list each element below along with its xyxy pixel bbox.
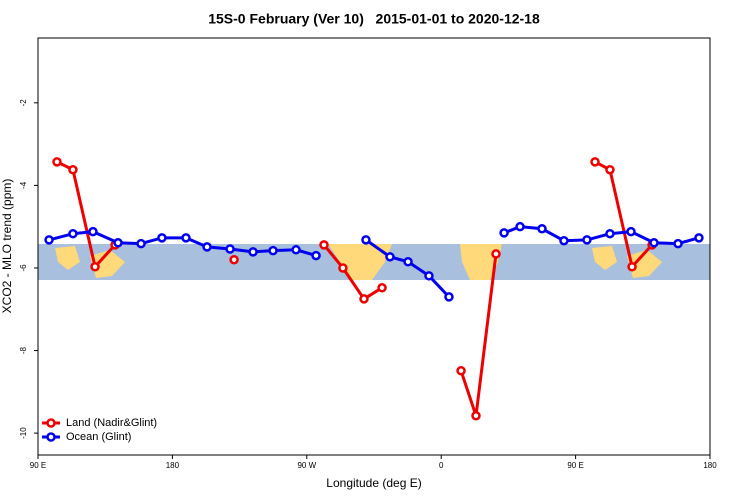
chart-title: 15S-0 February (Ver 10) 2015-01-01 to 20… (208, 11, 540, 27)
series-point (491, 249, 501, 259)
series-point (444, 292, 454, 302)
x-tick-label: 90 E (567, 461, 583, 470)
series-point (424, 271, 434, 281)
series-point (377, 283, 387, 293)
series-point (626, 226, 636, 237)
x-tick-label: 180 (166, 461, 180, 470)
series-point (590, 157, 600, 167)
legend-swatch-point (46, 418, 56, 428)
series-point (537, 223, 547, 234)
series-point (311, 250, 321, 261)
series-point (456, 366, 466, 376)
series-point (113, 238, 123, 248)
series-point (90, 261, 100, 272)
series-point (319, 240, 329, 250)
y-tick-label: -4 (19, 181, 28, 189)
x-tick-label: 180 (703, 461, 717, 470)
series-point (673, 238, 683, 249)
legend-label: Land (Nadir&Glint) (66, 417, 157, 429)
series-point (605, 164, 615, 175)
series-line (56, 160, 117, 270)
legend-swatch-point (46, 432, 56, 442)
series-point (44, 235, 54, 245)
x-tick-label: 90 E (30, 461, 46, 470)
y-tick-label: -10 (19, 427, 28, 439)
legend-label: Ocean (Glint) (66, 431, 131, 443)
y-tick-label: -8 (19, 346, 28, 354)
x-axis-label: Longitude (deg E) (326, 476, 421, 490)
series-point (499, 228, 509, 238)
series-point (88, 226, 98, 237)
series-point (515, 221, 525, 232)
series-point (225, 244, 235, 254)
y-axis-label: XCO2 - MLO trend (ppm) (0, 179, 14, 314)
series-point (229, 254, 239, 265)
series-point (338, 263, 348, 273)
x-tick-label: 90 W (297, 461, 316, 470)
series-point (471, 411, 481, 421)
plot-frame (37, 37, 711, 456)
series-point (627, 261, 637, 272)
series-point (68, 228, 78, 239)
series-point (385, 252, 395, 262)
series-line (503, 225, 700, 246)
series-point (268, 245, 278, 256)
x-tick-label: 0 (439, 461, 444, 470)
y-tick-label: -2 (19, 99, 28, 107)
series-point (582, 235, 592, 245)
series-point (359, 294, 369, 304)
series-point (202, 242, 212, 252)
series-point (248, 247, 258, 257)
series-point (68, 164, 78, 175)
series-line (594, 160, 654, 270)
series-point (136, 238, 146, 249)
series-point (181, 233, 191, 243)
series-point (694, 233, 704, 243)
series-point (403, 257, 413, 267)
series-line (322, 243, 383, 301)
series-point (605, 228, 615, 239)
y-tick-label: -6 (19, 264, 28, 272)
series-point (361, 235, 371, 245)
series-point (559, 235, 569, 246)
series-point (291, 245, 301, 255)
series-point (157, 233, 167, 243)
map-strip (38, 244, 710, 280)
series-point (649, 238, 659, 248)
series-point (52, 157, 62, 167)
